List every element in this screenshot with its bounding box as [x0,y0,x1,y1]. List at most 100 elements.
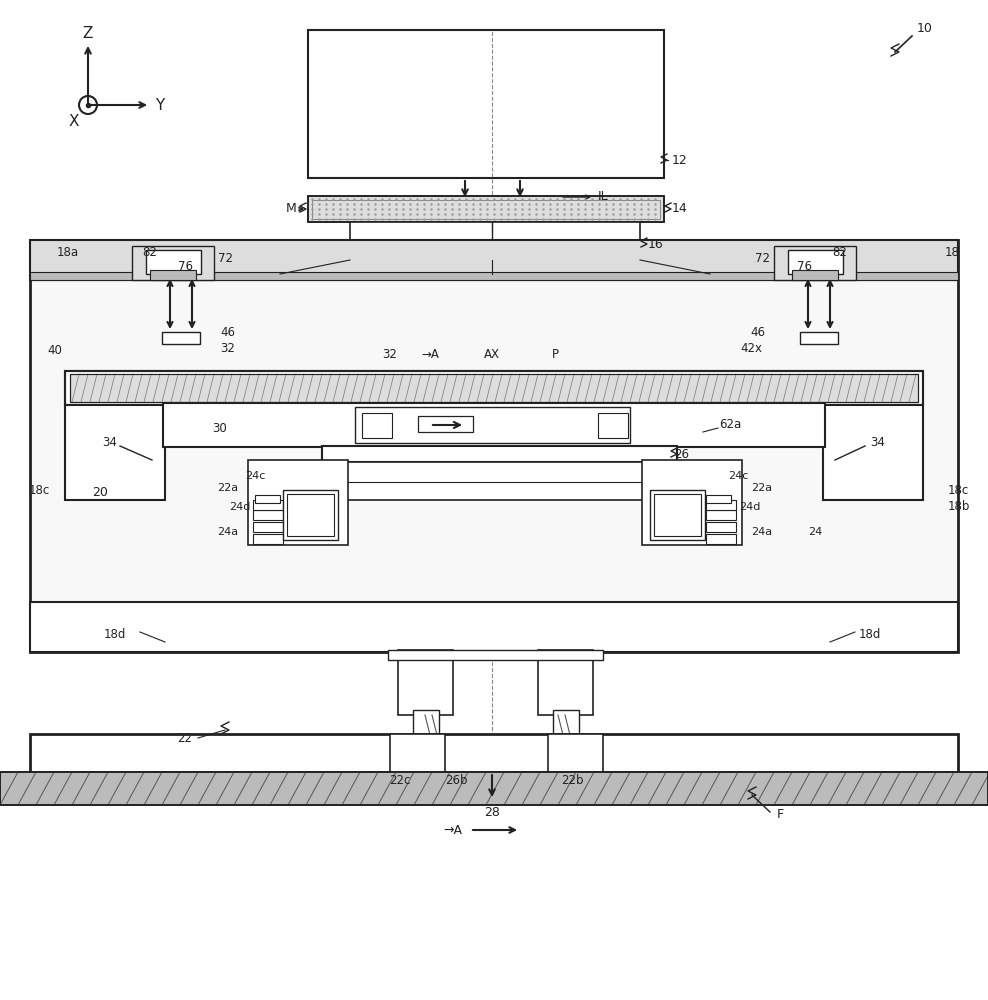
Bar [286,495,311,503]
Text: 20: 20 [92,486,108,498]
Bar [355,407,630,443]
Text: P: P [551,349,558,361]
Text: 30: 30 [212,422,227,434]
Bar [538,650,593,715]
Bar [322,462,677,500]
Bar [548,734,603,772]
Bar [706,495,731,503]
Text: 18d: 18d [104,629,126,642]
Text: 18c: 18c [29,484,50,496]
Bar [30,734,958,772]
Bar [0,772,988,805]
Text: 32: 32 [382,349,397,361]
Bar [800,332,838,344]
Text: 46: 46 [750,326,765,338]
Text: 22: 22 [178,732,193,744]
Text: 72: 72 [755,251,770,264]
Bar [70,374,918,402]
Bar [706,534,736,544]
Bar [788,250,843,274]
Text: 46: 46 [220,326,235,338]
Text: 22c: 22c [389,774,411,786]
Bar [418,416,473,432]
Bar [650,490,705,540]
Bar [308,196,664,222]
Bar [30,240,958,652]
Text: 24d: 24d [229,502,251,512]
Text: IL: IL [598,190,609,204]
Text: 24: 24 [808,527,822,537]
Bar [65,405,165,500]
Bar [312,200,660,219]
Text: 24d: 24d [739,502,761,512]
Bar [30,272,958,280]
Bar [308,196,664,222]
Bar [162,332,200,344]
Text: AX: AX [484,349,500,361]
Text: 18a: 18a [57,245,79,258]
Bar [253,522,283,532]
Text: Y: Y [155,98,165,112]
Text: Z: Z [83,25,93,40]
Bar [163,403,825,447]
Text: 28: 28 [484,806,500,818]
Text: X: X [69,113,79,128]
Text: 12: 12 [672,153,688,166]
Bar [676,495,701,503]
Text: 18d: 18d [859,629,881,642]
Bar [350,222,640,260]
Bar [823,405,923,500]
Bar [283,490,338,540]
Text: 22b: 22b [561,774,583,786]
Bar [65,371,923,405]
Bar [413,710,439,735]
Text: →A: →A [443,824,462,836]
Bar [146,250,201,274]
Bar [642,460,742,545]
Text: 76: 76 [797,259,812,272]
Text: M: M [286,202,296,216]
Bar [308,30,664,178]
Text: 34: 34 [103,436,118,448]
Text: 18: 18 [945,245,960,258]
Text: 62a: 62a [719,418,741,432]
Text: 24c: 24c [728,471,748,481]
Bar [654,494,701,536]
Text: 26b: 26b [445,774,467,786]
Bar [30,602,958,652]
Text: 14: 14 [672,202,688,216]
Text: 42x: 42x [740,342,762,355]
Text: 22a: 22a [217,483,238,493]
Text: 72: 72 [218,251,233,264]
Text: 76: 76 [178,259,193,272]
Bar [255,495,280,503]
Bar [322,446,677,462]
Text: 26: 26 [675,448,690,460]
Bar [253,534,283,544]
Text: →A: →A [421,349,439,361]
Bar [362,413,392,438]
Bar [390,734,445,772]
Bar [253,500,283,510]
Bar [792,270,838,280]
Bar [150,270,196,280]
Text: 32: 32 [220,342,235,355]
Bar [132,246,214,280]
Text: 40: 40 [47,344,62,357]
Bar [30,240,958,280]
Bar [248,460,348,545]
Text: 24a: 24a [752,527,773,537]
Bar [70,374,918,402]
Bar [0,772,988,805]
Bar [253,510,283,520]
Text: 82: 82 [142,245,157,258]
Text: 24a: 24a [217,527,238,537]
Text: 34: 34 [870,436,885,448]
Bar [553,710,579,735]
Text: 10: 10 [917,21,933,34]
Text: 24c: 24c [245,471,265,481]
Text: 18b: 18b [948,499,970,512]
Bar [398,650,453,715]
Text: 82: 82 [833,245,848,258]
Bar [774,246,856,280]
